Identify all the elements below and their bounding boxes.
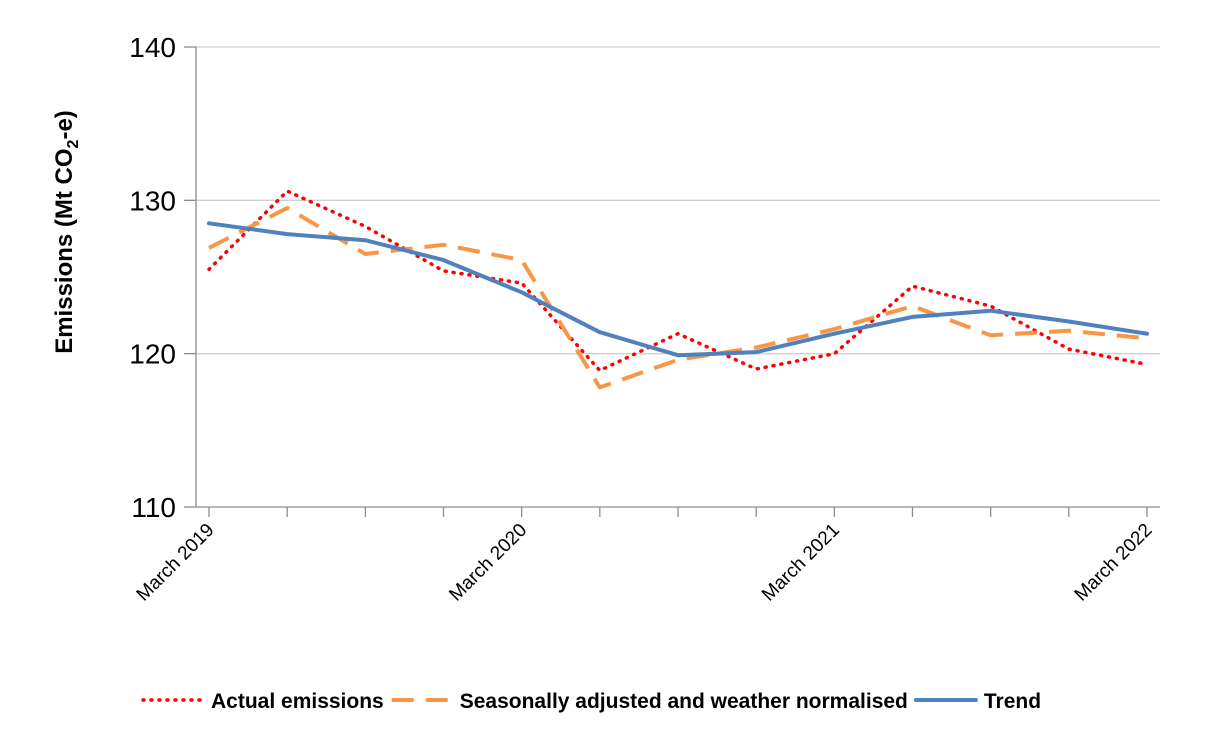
x-tick-label: March 2021 xyxy=(758,520,844,606)
legend-label-1: Actual emissions xyxy=(211,690,384,713)
series-lines xyxy=(207,189,1149,390)
gridlines xyxy=(184,46,1160,508)
series-line-3 xyxy=(207,221,1149,358)
y-tick-label: 110 xyxy=(131,492,176,523)
series-line-1 xyxy=(207,189,1149,373)
legend-label-2: Seasonally adjusted and weather normalis… xyxy=(460,690,908,713)
series-line-2 xyxy=(208,206,1148,390)
x-tick-label: March 2020 xyxy=(445,520,531,606)
y-axis-title: Emissions (Mt CO2-e) xyxy=(51,110,82,354)
y-tick-label: 120 xyxy=(129,339,176,370)
axes xyxy=(195,47,1160,517)
x-tick-label: March 2022 xyxy=(1071,520,1157,606)
y-tick-label: 130 xyxy=(129,185,176,216)
legend: Actual emissions Seasonally adjusted and … xyxy=(141,690,1041,713)
y-tick-label: 140 xyxy=(129,32,176,63)
x-tick-label: March 2019 xyxy=(133,520,219,606)
x-tick-labels: March 2019 March 2020 March 2021 March 2022 xyxy=(133,520,1157,606)
legend-label-3: Trend xyxy=(984,690,1041,713)
y-tick-labels: 110 120 130 140 xyxy=(129,32,176,523)
